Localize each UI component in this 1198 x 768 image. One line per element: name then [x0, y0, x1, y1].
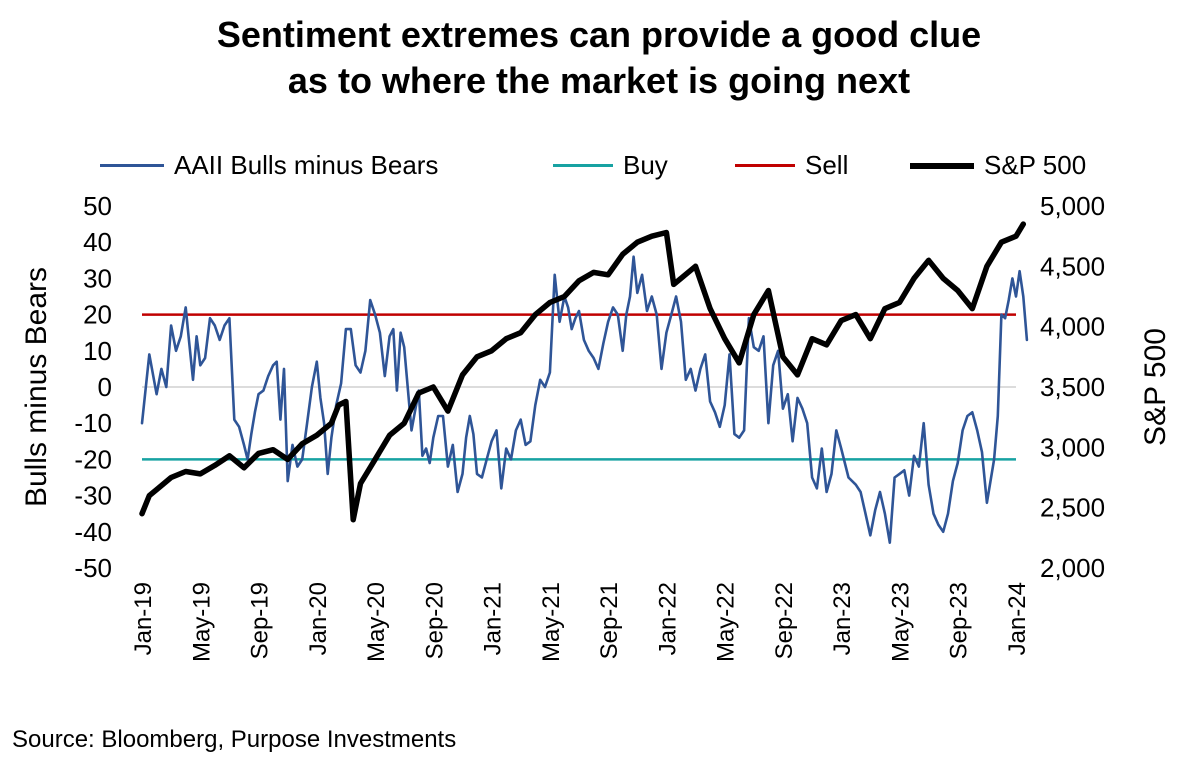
chart-title-line-1: Sentiment extremes can provide a good cl…	[216, 14, 982, 55]
x-tick-label: May-22	[713, 582, 740, 662]
chart-legend: AAII Bulls minus Bears Buy Sell S&P 500	[0, 150, 1198, 190]
x-tick-label: May-23	[888, 582, 915, 662]
series-layer	[139, 221, 1029, 544]
x-tick-label: Sep-21	[596, 582, 623, 659]
legend-swatch-aaii	[100, 164, 164, 167]
x-tick-label: Jan-19	[130, 582, 157, 655]
legend-item-aaii: AAII Bulls minus Bears	[100, 150, 438, 181]
y-tick-label: 30	[83, 263, 112, 293]
y-tick-label: 10	[83, 336, 112, 366]
y-tick-label: 20	[83, 300, 112, 330]
x-tick-label: Jan-24	[1004, 582, 1031, 655]
y2-tick-label: 3,500	[1040, 372, 1105, 402]
right-axis-label: S&P 500	[1139, 328, 1172, 446]
y2-tick-label: 3,000	[1040, 432, 1105, 462]
y-tick-label: -20	[74, 444, 112, 474]
x-tick-label: Sep-23	[946, 582, 973, 659]
legend-item-sp500: S&P 500	[910, 150, 1086, 181]
x-tick-label: Sep-20	[421, 582, 448, 659]
right-axis-ticks: 5,000 4,500 4,000 3,500 3,000 2,500 2,000	[1040, 191, 1105, 583]
reference-lines	[142, 313, 1016, 461]
x-tick-label: May-21	[538, 582, 565, 662]
y2-tick-label: 5,000	[1040, 191, 1105, 221]
legend-label-buy: Buy	[623, 150, 668, 180]
legend-swatch-buy	[553, 164, 613, 167]
x-tick-label: Jan-20	[305, 582, 332, 655]
legend-label-sp500: S&P 500	[984, 150, 1087, 180]
left-axis-label: Bulls minus Bears	[20, 267, 53, 507]
x-tick-label: May-19	[188, 582, 215, 662]
x-tick-label: Sep-19	[247, 582, 274, 659]
y-tick-label: 0	[98, 372, 112, 402]
legend-item-buy: Buy	[553, 150, 668, 181]
y-tick-label: -50	[74, 553, 112, 583]
legend-label-aaii: AAII Bulls minus Bears	[174, 150, 439, 180]
series-line-sp500	[139, 221, 1027, 523]
y2-tick-label: 4,500	[1040, 251, 1105, 281]
y-tick-label: 50	[83, 191, 112, 221]
x-tick-label: May-20	[363, 582, 390, 662]
x-axis-ticks: Jan-19 May-19 Sep-19 Jan-20 May-20 Sep-20 Jan-…	[130, 582, 1031, 662]
y-tick-label: 40	[83, 227, 112, 257]
x-tick-label: Jan-21	[480, 582, 507, 655]
left-axis-ticks: 50 40 30 20 10 0 -10 -20 -30 -40 -50	[74, 191, 112, 583]
y-tick-label: -30	[74, 481, 112, 511]
x-tick-label: Jan-23	[829, 582, 856, 655]
legend-label-sell: Sell	[805, 150, 849, 180]
y-tick-label: -10	[74, 408, 112, 438]
y2-tick-label: 2,000	[1040, 553, 1105, 583]
chart-plot: 50 40 30 20 10 0 -10 -20 -30 -40 -50 5,000 4,500 4,0…	[20, 191, 1172, 662]
y2-tick-label: 2,500	[1040, 493, 1105, 523]
x-tick-label: Sep-22	[771, 582, 798, 659]
chart-title-line-2: as to where the market is going next	[287, 60, 911, 101]
legend-swatch-sp500	[910, 162, 974, 169]
x-tick-label: Jan-22	[654, 582, 681, 655]
y-tick-label: -40	[74, 517, 112, 547]
legend-item-sell: Sell	[735, 150, 848, 181]
chart-title: Sentiment extremes can provide a good cl…	[0, 12, 1198, 104]
y2-tick-label: 4,000	[1040, 312, 1105, 342]
source-note: Source: Bloomberg, Purpose Investments	[12, 726, 457, 753]
series-line-aaii	[140, 255, 1029, 544]
legend-swatch-sell	[735, 164, 795, 167]
